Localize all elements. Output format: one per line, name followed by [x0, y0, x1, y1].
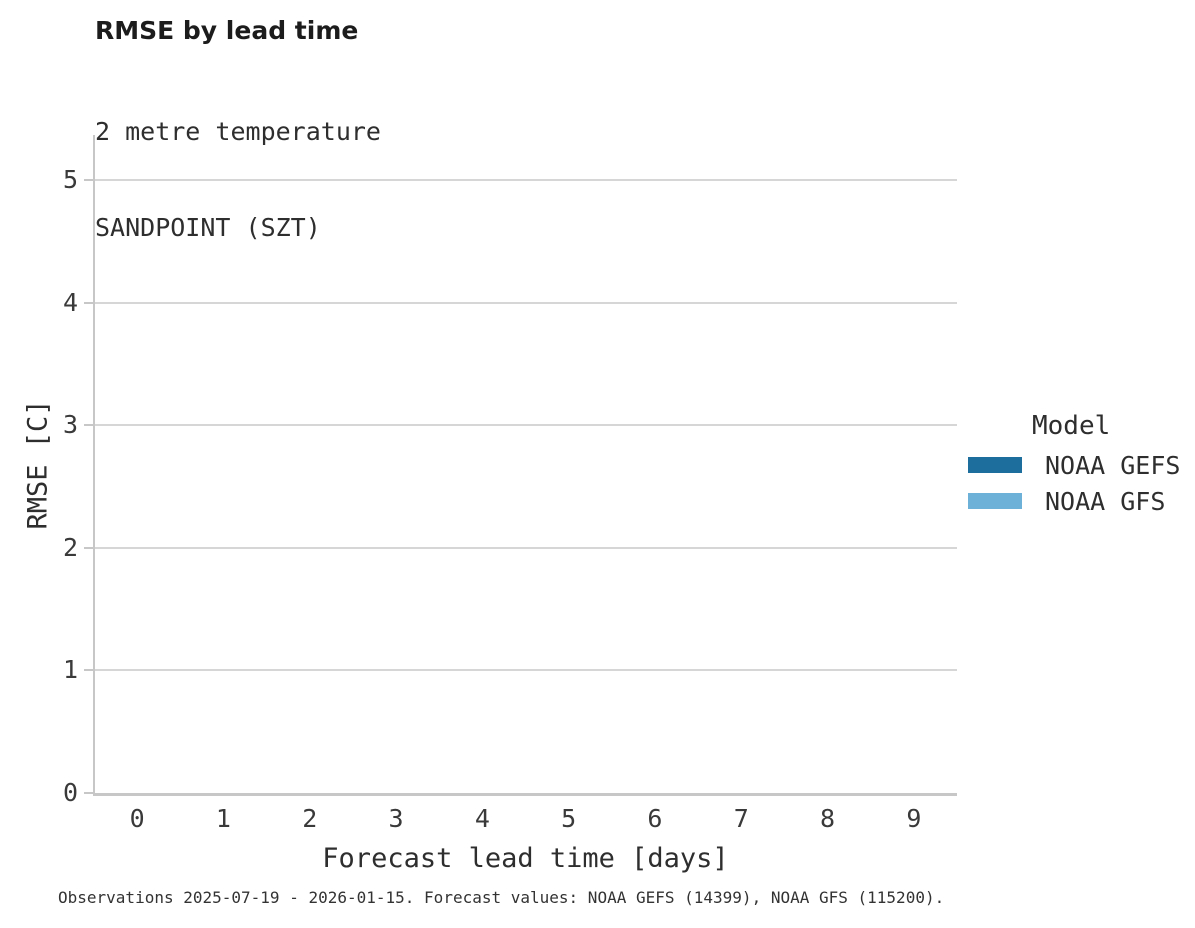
y-tick-label-2: 2 — [62, 532, 78, 562]
gridline-y-4 — [95, 301, 957, 304]
legend-item-noaa-gfs: NOAA GFS — [968, 486, 1165, 516]
y-tick-label-1: 1 — [62, 655, 78, 685]
y-tick-label-0: 0 — [62, 778, 78, 807]
legend-title: Model — [1032, 411, 1111, 441]
y-tick-mark-5 — [84, 179, 94, 181]
subtitle-station: SANDPOINT (SZT) — [95, 213, 321, 242]
legend-swatch-noaa-gfs — [968, 493, 1022, 509]
x-tick-label-0: 0 — [129, 804, 145, 833]
legend-swatch-noaa-gefs — [968, 457, 1022, 473]
gridline-y-1 — [95, 669, 957, 672]
y-axis-title: RMSE [C] — [22, 399, 54, 530]
legend-label-noaa-gfs: NOAA GFS — [1045, 486, 1166, 516]
y-tick-label-4: 4 — [62, 287, 78, 317]
x-tick-label-2: 2 — [302, 804, 318, 833]
y-tick-label-5: 5 — [62, 165, 78, 194]
x-tick-label-7: 7 — [733, 804, 749, 833]
legend-item-noaa-gefs: NOAA GEFS — [968, 450, 1180, 480]
chart-subtitle: 2 metre temperature SANDPOINT (SZT) — [95, 52, 381, 308]
legend-label-noaa-gefs: NOAA GEFS — [1045, 450, 1181, 480]
y-tick-mark-2 — [84, 546, 94, 549]
subtitle-variable: 2 metre temperature — [95, 117, 381, 146]
y-tick-mark-1 — [84, 669, 94, 672]
caption: Observations 2025-07-19 - 2026-01-15. Fo… — [58, 888, 945, 907]
gridline-y-5 — [95, 179, 957, 181]
x-tick-label-6: 6 — [647, 804, 663, 833]
gridline-y-2 — [95, 546, 957, 549]
y-axis-spine — [93, 135, 95, 796]
y-tick-mark-0 — [84, 792, 94, 794]
x-tick-label-3: 3 — [388, 804, 404, 833]
x-tick-label-8: 8 — [820, 804, 836, 833]
x-tick-label-9: 9 — [906, 804, 922, 833]
y-tick-label-3: 3 — [62, 410, 78, 440]
x-tick-label-4: 4 — [474, 804, 490, 833]
x-tick-label-1: 1 — [215, 804, 231, 833]
x-axis-spine — [93, 793, 957, 796]
chart-title: RMSE by lead time — [95, 16, 359, 45]
x-tick-label-5: 5 — [561, 804, 577, 833]
x-axis-title: Forecast lead time [days] — [322, 843, 729, 874]
y-tick-mark-3 — [84, 424, 94, 427]
gridline-y-3 — [95, 424, 957, 427]
y-tick-mark-4 — [84, 301, 94, 304]
